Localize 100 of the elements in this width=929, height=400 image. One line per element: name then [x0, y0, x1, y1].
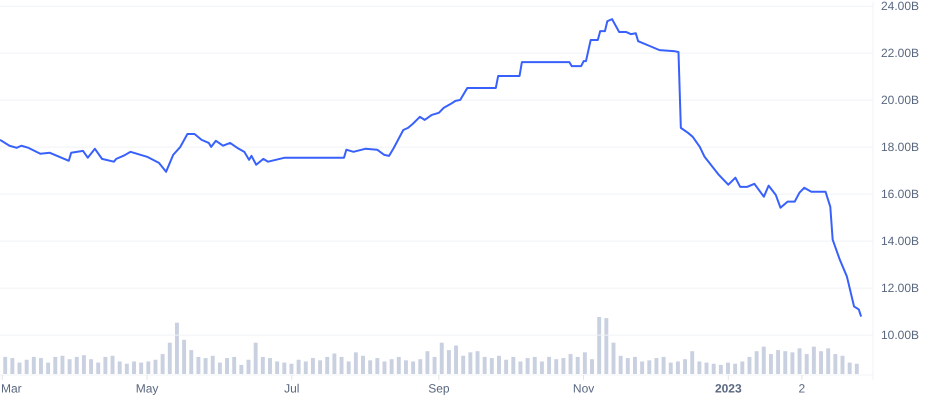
bar: [218, 362, 222, 374]
bar: [340, 356, 344, 374]
bar: [518, 361, 522, 374]
bar: [268, 358, 272, 374]
bar: [225, 358, 230, 374]
bar: [103, 356, 108, 374]
bar: [60, 356, 64, 374]
bar: [260, 356, 265, 374]
x-tick-label: Jul: [284, 382, 300, 396]
bar: [39, 358, 43, 374]
bar: [704, 362, 708, 374]
bar: [726, 362, 730, 374]
bar: [46, 362, 50, 374]
bar: [418, 359, 422, 374]
bar: [733, 364, 738, 374]
bar: [461, 356, 466, 374]
y-tick-label: 20.00B: [881, 93, 920, 107]
bar: [454, 346, 458, 374]
y-tick-label: 22.00B: [881, 46, 920, 60]
bar: [10, 358, 14, 374]
bar: [275, 361, 280, 374]
bar: [740, 361, 744, 374]
bar: [697, 361, 702, 374]
bar: [476, 351, 480, 374]
bar: [561, 358, 566, 374]
y-tick-label: 16.00B: [881, 186, 920, 201]
bar: [310, 358, 315, 374]
bar: [833, 354, 838, 374]
bar: [432, 356, 437, 374]
bar: [668, 362, 673, 374]
bar: [89, 359, 94, 374]
bar: [776, 350, 780, 374]
bar: [747, 356, 752, 374]
bar: [239, 364, 244, 374]
bar: [526, 358, 530, 374]
bar: [53, 356, 58, 374]
bar: [146, 361, 150, 374]
bar: [204, 358, 208, 374]
bar: [676, 361, 680, 374]
bar: [540, 361, 544, 374]
bar: [289, 364, 294, 374]
bar: [282, 362, 286, 374]
bar: [296, 360, 301, 374]
bar: [826, 348, 830, 374]
bar: [154, 360, 158, 374]
bar: [24, 360, 29, 374]
y-tick-label: 10.00B: [881, 328, 920, 342]
bar: [139, 362, 144, 374]
bar: [783, 351, 788, 374]
bar: [590, 359, 594, 374]
y-tick-label: 18.00B: [881, 140, 920, 154]
bar: [840, 356, 844, 374]
bar: [368, 360, 372, 374]
bar: [382, 361, 386, 374]
bar: [168, 342, 172, 374]
bar: [32, 356, 36, 374]
bar: [411, 361, 416, 374]
bar: [490, 358, 494, 374]
bar: [582, 352, 587, 374]
bar: [712, 364, 716, 374]
bar: [626, 358, 630, 374]
y-tick-label: 14.00B: [881, 234, 920, 248]
bar: [812, 346, 816, 374]
bar: [640, 361, 644, 374]
bar: [482, 356, 487, 374]
bar: [511, 356, 516, 374]
x-tick-label: 2023: [714, 382, 742, 396]
bar: [654, 358, 658, 374]
bar: [597, 317, 602, 374]
bar: [132, 361, 136, 374]
bar: [18, 362, 22, 374]
bar: [790, 352, 794, 374]
bar: [318, 360, 322, 374]
bar: [82, 355, 86, 374]
bar: [683, 359, 688, 374]
bar: [632, 356, 637, 374]
bar: [754, 351, 759, 374]
bar: [854, 364, 859, 374]
bar: [375, 358, 380, 374]
bar: [554, 359, 558, 374]
bar: [618, 356, 623, 374]
bar: [504, 360, 508, 374]
bar: [232, 356, 236, 374]
bar: [576, 356, 580, 374]
bar: [124, 364, 129, 374]
bar: [246, 360, 250, 374]
y-tick-label: 12.00B: [881, 280, 920, 295]
bar: [568, 354, 573, 374]
bar: [468, 352, 472, 374]
line-series: [0, 18, 862, 318]
bar: [3, 356, 8, 374]
bar: [404, 360, 408, 374]
bar: [68, 359, 72, 374]
bar: [332, 353, 336, 374]
bar: [174, 322, 179, 374]
bar: [804, 354, 809, 374]
bar: [798, 348, 802, 374]
bar: [446, 350, 451, 374]
bar: [346, 361, 351, 374]
bar: [848, 362, 852, 374]
